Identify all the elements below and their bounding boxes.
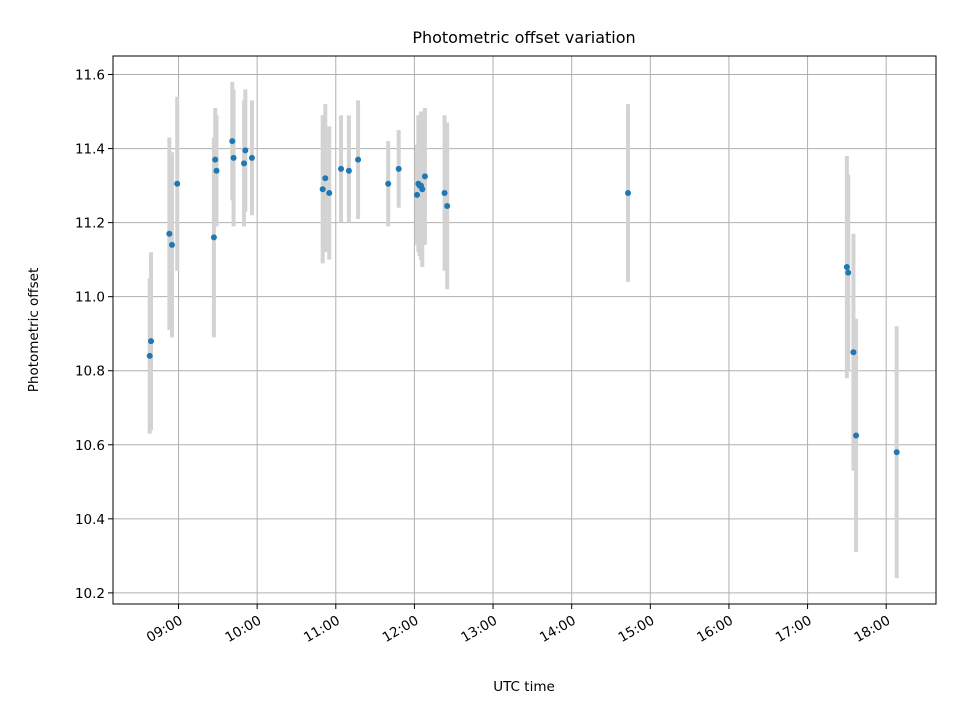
x-tick-label: 09:00 bbox=[144, 613, 186, 646]
data-point bbox=[146, 352, 153, 359]
data-point bbox=[242, 147, 249, 154]
data-point bbox=[166, 230, 173, 237]
data-point bbox=[213, 167, 220, 174]
data-point bbox=[338, 165, 345, 172]
x-tick-label: 18:00 bbox=[852, 613, 894, 646]
data-point bbox=[326, 190, 333, 196]
y-axis: 10.2 10.4 10.6 10.8 11.0 11.2 11.4 11.6 bbox=[75, 68, 113, 602]
data-point bbox=[845, 269, 852, 276]
data-point bbox=[441, 190, 448, 196]
data-point bbox=[230, 154, 237, 161]
x-tick-label: 15:00 bbox=[616, 613, 658, 646]
data-point bbox=[148, 338, 155, 345]
gridlines bbox=[113, 56, 936, 604]
x-tick-label: 16:00 bbox=[694, 613, 736, 646]
x-tick-label: 14:00 bbox=[537, 613, 579, 646]
data-point bbox=[229, 138, 236, 145]
data-point bbox=[414, 191, 421, 198]
data-point bbox=[385, 180, 392, 187]
data-point bbox=[319, 186, 326, 193]
plot-frame bbox=[112, 55, 937, 605]
data-point bbox=[395, 165, 402, 172]
data-point bbox=[248, 154, 255, 161]
data-point bbox=[241, 160, 248, 167]
data-point bbox=[355, 156, 362, 163]
x-tick-label: 12:00 bbox=[380, 613, 422, 646]
y-tick-label: 11.0 bbox=[75, 290, 105, 306]
data-point bbox=[625, 190, 632, 196]
y-axis-label: Photometric offset bbox=[26, 268, 42, 392]
data-point bbox=[893, 449, 900, 456]
error-bars bbox=[147, 81, 899, 579]
y-tick-label: 11.6 bbox=[75, 68, 105, 84]
data-points bbox=[146, 138, 900, 456]
data-point bbox=[174, 180, 181, 187]
x-axis: 09:00 10:00 11:00 12:00 13:00 14:00 15:00 16:00… bbox=[144, 604, 893, 646]
x-tick-label: 11:00 bbox=[301, 613, 343, 646]
y-tick-label: 10.2 bbox=[75, 586, 105, 602]
data-point bbox=[212, 156, 219, 163]
data-point bbox=[421, 173, 428, 180]
y-tick-label: 10.6 bbox=[75, 438, 105, 454]
y-tick-label: 10.4 bbox=[75, 512, 105, 528]
data-point bbox=[850, 349, 857, 356]
data-point bbox=[322, 175, 329, 182]
data-point bbox=[168, 241, 175, 248]
x-axis-label: UTC time bbox=[493, 679, 555, 695]
x-tick-label: 17:00 bbox=[773, 613, 815, 646]
data-point bbox=[419, 186, 426, 193]
y-tick-label: 11.2 bbox=[75, 216, 105, 232]
x-tick-label: 13:00 bbox=[458, 613, 500, 646]
data-point bbox=[210, 234, 217, 241]
y-tick-label: 11.4 bbox=[75, 142, 105, 158]
data-point bbox=[843, 264, 850, 271]
y-tick-label: 10.8 bbox=[75, 364, 105, 380]
chart-title: Photometric offset variation bbox=[412, 28, 635, 47]
data-point bbox=[444, 202, 451, 209]
data-point bbox=[345, 167, 352, 174]
x-tick-label: 10:00 bbox=[222, 613, 264, 646]
data-point bbox=[853, 432, 860, 439]
